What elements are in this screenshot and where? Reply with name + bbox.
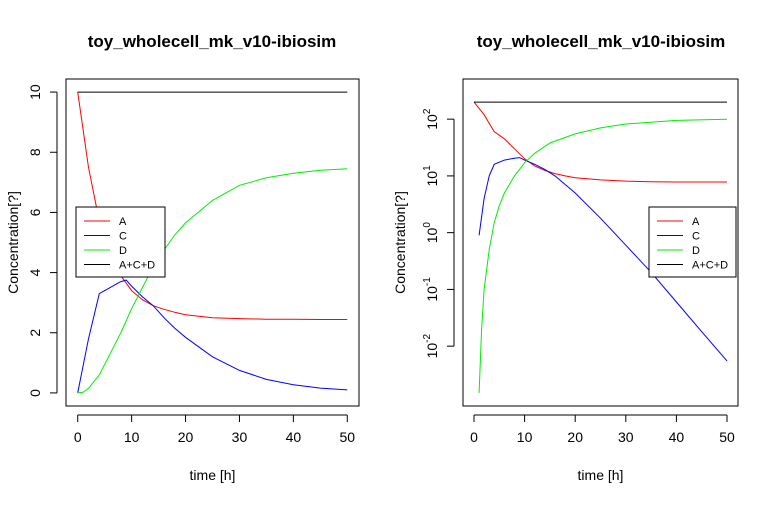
y-tick-label: 4 [27, 268, 43, 276]
legend: ACD A+C+D [648, 206, 737, 278]
legend: ACD A+C+D [75, 206, 166, 278]
y-tick-label: 0 [27, 389, 43, 397]
y-tick-base: 10 [424, 171, 440, 187]
legend-box [648, 206, 737, 278]
chart-title: toy_wholecell_mk_v10-ibiosim [88, 32, 337, 51]
x-tick-label: 40 [669, 429, 685, 445]
legend-label: A [692, 216, 700, 228]
plot-frame [462, 78, 739, 407]
y-axis-label: Concentration[?] [5, 191, 21, 294]
y-tick-exponent: -1 [422, 277, 433, 286]
legend-label: A [119, 216, 127, 228]
y-tick-label: 8 [27, 148, 43, 156]
x-tick-label: 20 [178, 429, 194, 445]
x-axis-label: time [h] [578, 467, 624, 483]
y-tick-base: 10 [424, 286, 440, 302]
x-tick-label: 40 [286, 429, 302, 445]
y-tick-label: 10-2 [422, 333, 440, 358]
y-tick-exponent: 2 [422, 108, 433, 114]
series-line-a [473, 101, 727, 183]
x-tick-label: 0 [470, 429, 478, 445]
legend-label: D [692, 245, 700, 257]
legend-label: C [692, 231, 700, 243]
y-tick-label: 100 [422, 222, 440, 244]
x-tick-label: 30 [618, 429, 634, 445]
y-tick-exponent: 0 [422, 222, 433, 228]
x-tick-label: 50 [339, 429, 355, 445]
x-axis-label: time [h] [190, 467, 236, 483]
y-tick-label: 101 [422, 165, 440, 187]
x-tick-label: 10 [124, 429, 140, 445]
legend-label: C [119, 231, 127, 243]
x-tick-label: 30 [232, 429, 248, 445]
y-tick-label: 10 [27, 84, 43, 100]
y-tick-label: 6 [27, 208, 43, 216]
x-tick-label: 50 [719, 429, 735, 445]
y-tick-base: 10 [424, 114, 440, 130]
y-tick-label: 102 [422, 108, 440, 130]
y-tick-base: 10 [424, 227, 440, 243]
legend-label: D [119, 245, 127, 257]
y-tick-label: 10-1 [422, 277, 440, 302]
legend-label: A+C+D [692, 260, 728, 272]
plot-frame [65, 78, 360, 407]
x-tick-label: 10 [517, 429, 533, 445]
y-tick-label: 2 [27, 329, 43, 337]
linear-chart: toy_wholecell_mk_v10-ibiosim 0 10 20 30 40 50 0… [5, 32, 360, 483]
x-tick-label: 20 [567, 429, 583, 445]
legend-label: A+C+D [119, 260, 155, 272]
y-tick-base: 10 [424, 343, 440, 359]
legend-box [75, 206, 166, 278]
series-line-d [478, 118, 728, 393]
x-tick-label: 0 [74, 429, 82, 445]
y-tick-exponent: 1 [422, 165, 433, 171]
series-line-a [77, 92, 348, 320]
chart-title: toy_wholecell_mk_v10-ibiosim [477, 32, 726, 51]
series-line-d [77, 168, 348, 394]
series-line-c [77, 279, 348, 393]
y-axis-label: Concentration[?] [392, 191, 408, 294]
y-tick-exponent: -2 [422, 333, 433, 342]
